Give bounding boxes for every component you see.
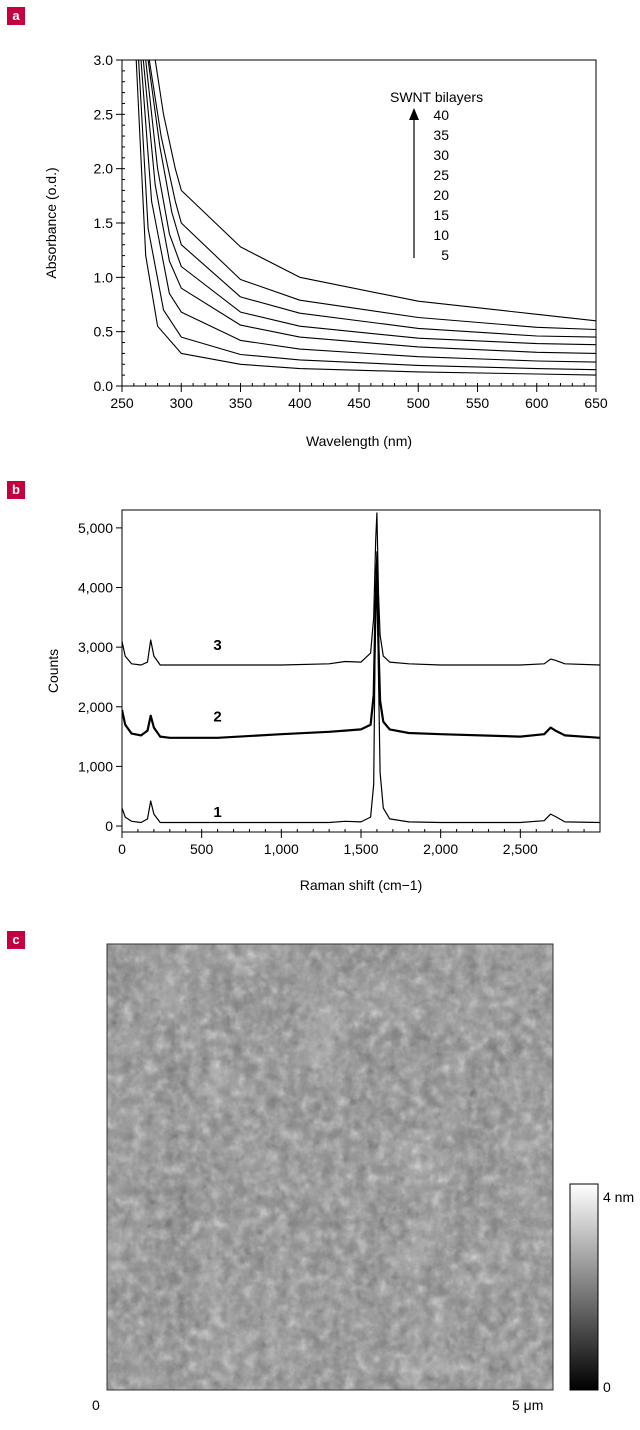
series-line-15	[140, 60, 596, 363]
series-line-5	[135, 60, 596, 376]
x-tick-label: 1,000	[264, 841, 299, 857]
x-tick-label: 2,000	[423, 841, 458, 857]
y-tick-label: 1,000	[78, 758, 113, 774]
series-line-10	[138, 60, 596, 371]
x-tick-label: 1,500	[343, 841, 378, 857]
x-tick-label: 300	[170, 395, 194, 411]
y-axis-label: Absorbance (o.d.)	[43, 167, 59, 278]
panel-tag-b: b	[7, 481, 25, 499]
y-tick-label: 0	[105, 818, 113, 834]
series-line-1	[122, 551, 600, 824]
series-line-40	[154, 60, 596, 322]
series-line-25	[145, 60, 596, 346]
x-tick-label: 500	[190, 841, 214, 857]
plot-frame	[121, 59, 597, 387]
annotation-label-25: 25	[433, 167, 449, 183]
x-axis-label: Raman shift (cm−1)	[300, 877, 423, 893]
x-tick-label: 450	[347, 395, 371, 411]
annotation-label-40: 40	[433, 107, 449, 123]
x-tick-label: 400	[288, 395, 312, 411]
absorbance-chart: 250 300 350 400 450 500 550 600 650 0.0 0.5 1.0 1.5 2…	[43, 52, 608, 449]
colorbar-min-label: 0	[603, 1379, 611, 1395]
y-tick-label: 2,000	[78, 699, 113, 715]
x-tick-label: 650	[584, 395, 608, 411]
scale-max-label: 5 μm	[512, 1397, 543, 1413]
annotation-label-15: 15	[433, 207, 449, 223]
x-axis-label: Wavelength (nm)	[306, 433, 412, 449]
x-tick-label: 0	[118, 841, 126, 857]
panel-tag-a: a	[7, 7, 25, 25]
scale-min-label: 0	[92, 1397, 100, 1413]
y-tick-label: 1.0	[94, 269, 114, 285]
y-tick-label: 3,000	[78, 639, 113, 655]
x-tick-label: 350	[229, 395, 253, 411]
colorbar	[569, 1183, 599, 1391]
raman-chart: 0 500 1,000 1,500 2,000 2,500 0 1,000 2,000 3,000…	[45, 509, 601, 893]
annotation-label-20: 20	[433, 187, 449, 203]
x-tick-label: 2,500	[503, 841, 538, 857]
y-tick-label: 5,000	[78, 520, 113, 536]
series-label-3: 3	[213, 637, 221, 654]
x-tick-label: 250	[110, 395, 134, 411]
colorbar-max-label: 4 nm	[603, 1189, 634, 1205]
series-line-35	[148, 60, 596, 331]
x-tick-label: 550	[466, 395, 490, 411]
series-line-3	[122, 512, 600, 666]
y-tick-label: 0.0	[94, 378, 114, 394]
series-line-2	[122, 562, 600, 739]
x-tick-label: 500	[407, 395, 431, 411]
annotation-arrow-head	[409, 108, 419, 120]
y-tick-label: 2.0	[94, 161, 114, 177]
annotation-label-5: 5	[441, 247, 449, 263]
plot-frame	[121, 509, 601, 833]
y-tick-label: 3.0	[94, 52, 114, 68]
annotation-label-35: 35	[433, 127, 449, 143]
panel-tag-c: c	[7, 931, 25, 949]
series-label-2: 2	[213, 709, 221, 726]
annotation-title: SWNT bilayers	[390, 89, 483, 105]
y-tick-label: 1.5	[94, 215, 114, 231]
y-axis-label: Counts	[45, 649, 61, 693]
series-line-30	[147, 60, 596, 338]
y-tick-label: 0.5	[94, 324, 114, 340]
x-tick-label: 600	[525, 395, 549, 411]
annotation-label-30: 30	[433, 147, 449, 163]
annotation-label-10: 10	[433, 227, 449, 243]
series-line-20	[142, 60, 596, 354]
y-tick-label: 2.5	[94, 106, 114, 122]
afm-image: 4 nm 0 0 5 μm	[92, 943, 634, 1413]
series-label-1: 1	[213, 804, 221, 821]
y-tick-label: 4,000	[78, 580, 113, 596]
